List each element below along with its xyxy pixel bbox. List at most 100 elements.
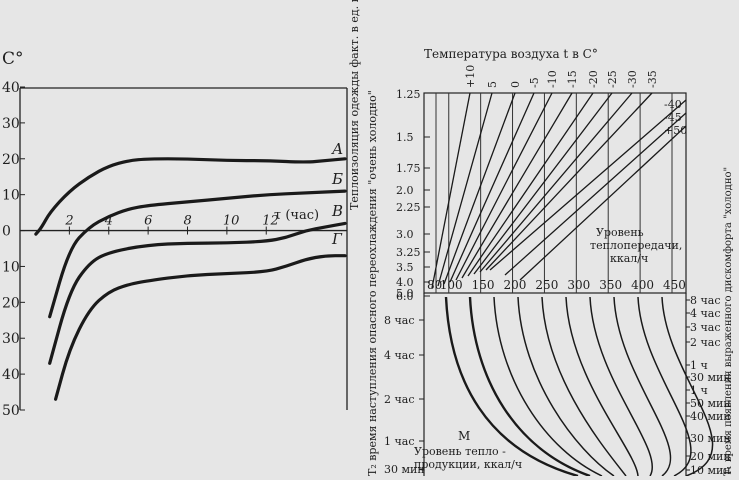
x-tick-label: 8 xyxy=(184,214,192,229)
rb-right-tick: 1 ч xyxy=(690,384,708,397)
temperature-labels-top: +10 5 0 -5 -10 -15 -20 -25 -30 -35 xyxy=(464,65,659,88)
rb-right-tick: 3 час xyxy=(690,321,721,334)
insulation-tick: 3.5 xyxy=(396,261,414,274)
temperature-label: -5 xyxy=(528,77,541,88)
y-tick-label: 20 xyxy=(2,295,20,311)
x-tick-label: 2 xyxy=(64,214,73,229)
rb-left-tick: 4 час xyxy=(384,349,415,362)
time-curve xyxy=(468,296,591,478)
temperature-line xyxy=(504,112,687,276)
curve-label-v: В xyxy=(331,202,343,220)
curve-А xyxy=(34,157,347,236)
temperature-line xyxy=(449,92,535,283)
insulation-ticks: 1.25 1.5 1.75 2.0 2.25 3.0 3.25 3.5 4.05.06.0 xyxy=(396,88,430,303)
x-tick-label: 12 xyxy=(262,214,279,229)
rb-right-tick: 30 мин xyxy=(690,432,731,445)
rb-right-tick: 1 ч xyxy=(690,359,708,372)
rb-right-tick: 8 час xyxy=(690,294,721,307)
rb-left-tick: 2 час xyxy=(384,393,415,406)
temperature-line xyxy=(489,99,687,271)
temperature-line xyxy=(467,92,594,277)
y-unit-label: C° xyxy=(2,49,24,69)
t2-axis-label: T₂ время наступления опасного переохлажд… xyxy=(366,90,379,476)
temperature-label: 0 xyxy=(509,81,522,88)
temperature-label: -15 xyxy=(566,70,579,88)
heat-transfer-label: Уровень теплопередачи, ккал/ч xyxy=(590,226,682,265)
insulation-nomogram: Температура воздуха t в C° +10 5 0 -5 -10 -15… xyxy=(348,0,687,303)
time-curve xyxy=(493,296,603,477)
rb-right-tick: 4 час xyxy=(690,307,721,320)
curve-label-b: Б xyxy=(331,170,343,188)
rb-left-ticks: 8 час 4 час 2 час 1 час 30 мин xyxy=(384,314,425,476)
temperature-label: -20 xyxy=(587,70,600,88)
insulation-tick: 2.25 xyxy=(396,201,421,214)
insulation-tick: 4.0 xyxy=(396,276,414,289)
temperature-label: 5 xyxy=(486,81,499,88)
left-x-ticks: 2 4 6 8 10 12 xyxy=(64,214,279,235)
insulation-tick: 3.0 xyxy=(396,228,414,241)
temperature-line xyxy=(519,125,687,281)
insulation-tick: 1.75 xyxy=(396,162,421,175)
time-curve xyxy=(637,296,692,477)
temperature-label: -40 xyxy=(664,98,682,111)
time-curve xyxy=(565,296,639,477)
y-tick-label: 50 xyxy=(2,403,20,419)
left-curves xyxy=(34,157,347,401)
time-curve xyxy=(444,296,579,478)
insulation-axis-label: Теплоизоляция одежды факт. в ед. кло xyxy=(348,0,361,210)
curve-В xyxy=(48,221,347,365)
temperature-line xyxy=(443,92,516,285)
nomogram-frame xyxy=(423,92,687,294)
rb-right-tick: 10 мин xyxy=(690,464,731,476)
time-curve xyxy=(589,296,653,477)
y-tick-label: 20 xyxy=(2,152,20,168)
heat-transfer-tick: 80 xyxy=(427,278,442,292)
rb-right-tick: 2 час xyxy=(690,336,721,349)
left-y-ticks: 40 30 20 10 0 10 20 30 40 50 xyxy=(2,80,25,419)
heat-transfer-tick: 100 xyxy=(440,278,463,292)
x-axis-label: τ (час) xyxy=(274,208,319,223)
temperature-label: +50 xyxy=(664,124,687,137)
marker-m: M xyxy=(458,429,470,443)
rb-left-tick: 1 час xyxy=(384,435,415,448)
nomogram-title: Температура воздуха t в C° xyxy=(424,47,598,61)
temperature-labels-right: -40-45+50 xyxy=(664,98,687,137)
heat-transfer-tick: 450 xyxy=(663,278,686,292)
heat-transfer-tick: 350 xyxy=(599,278,622,292)
y-tick-label: 10 xyxy=(2,259,20,275)
rb-left-tick: 8 час xyxy=(384,314,415,327)
time-curve xyxy=(517,296,615,477)
curve-Б xyxy=(48,189,347,319)
curve-Г xyxy=(54,254,347,401)
y-tick-label: 30 xyxy=(2,116,20,132)
heat-transfer-tick: 300 xyxy=(567,278,590,292)
x-tick-label: 10 xyxy=(223,214,240,229)
rb-right-tick: 40 мин xyxy=(690,410,731,423)
heat-transfer-tick: 200 xyxy=(504,278,527,292)
temperature-label: -25 xyxy=(606,70,619,88)
y-tick-label: 40 xyxy=(2,80,20,96)
temperature-line xyxy=(437,92,493,287)
heat-transfer-tick: 400 xyxy=(631,278,654,292)
y-tick-label: 30 xyxy=(2,331,20,347)
nomogram-verticals xyxy=(435,93,673,293)
heat-transfer-tick: 150 xyxy=(472,278,495,292)
temperature-label: +10 xyxy=(464,65,477,88)
t1-axis-label: T₁ время появления выраженного дискомфор… xyxy=(723,167,734,476)
nomogram-temperature-lines xyxy=(431,92,687,289)
temperature-label: -10 xyxy=(546,70,559,88)
insulation-tick: 5.0 xyxy=(396,287,414,300)
curve-label-g: Г xyxy=(331,230,343,248)
y-tick-label: 40 xyxy=(2,367,20,383)
temperature-line xyxy=(485,92,653,271)
insulation-tick: 1.5 xyxy=(396,131,414,144)
heat-production-label: Уровень тепло -продукции, ккал/ч xyxy=(414,445,522,471)
x-tick-label: 6 xyxy=(144,214,152,229)
rb-right-tick: 20 мин xyxy=(690,450,731,463)
rb-right-tick: 50 мин xyxy=(690,397,731,410)
temperature-label: -30 xyxy=(626,70,639,88)
